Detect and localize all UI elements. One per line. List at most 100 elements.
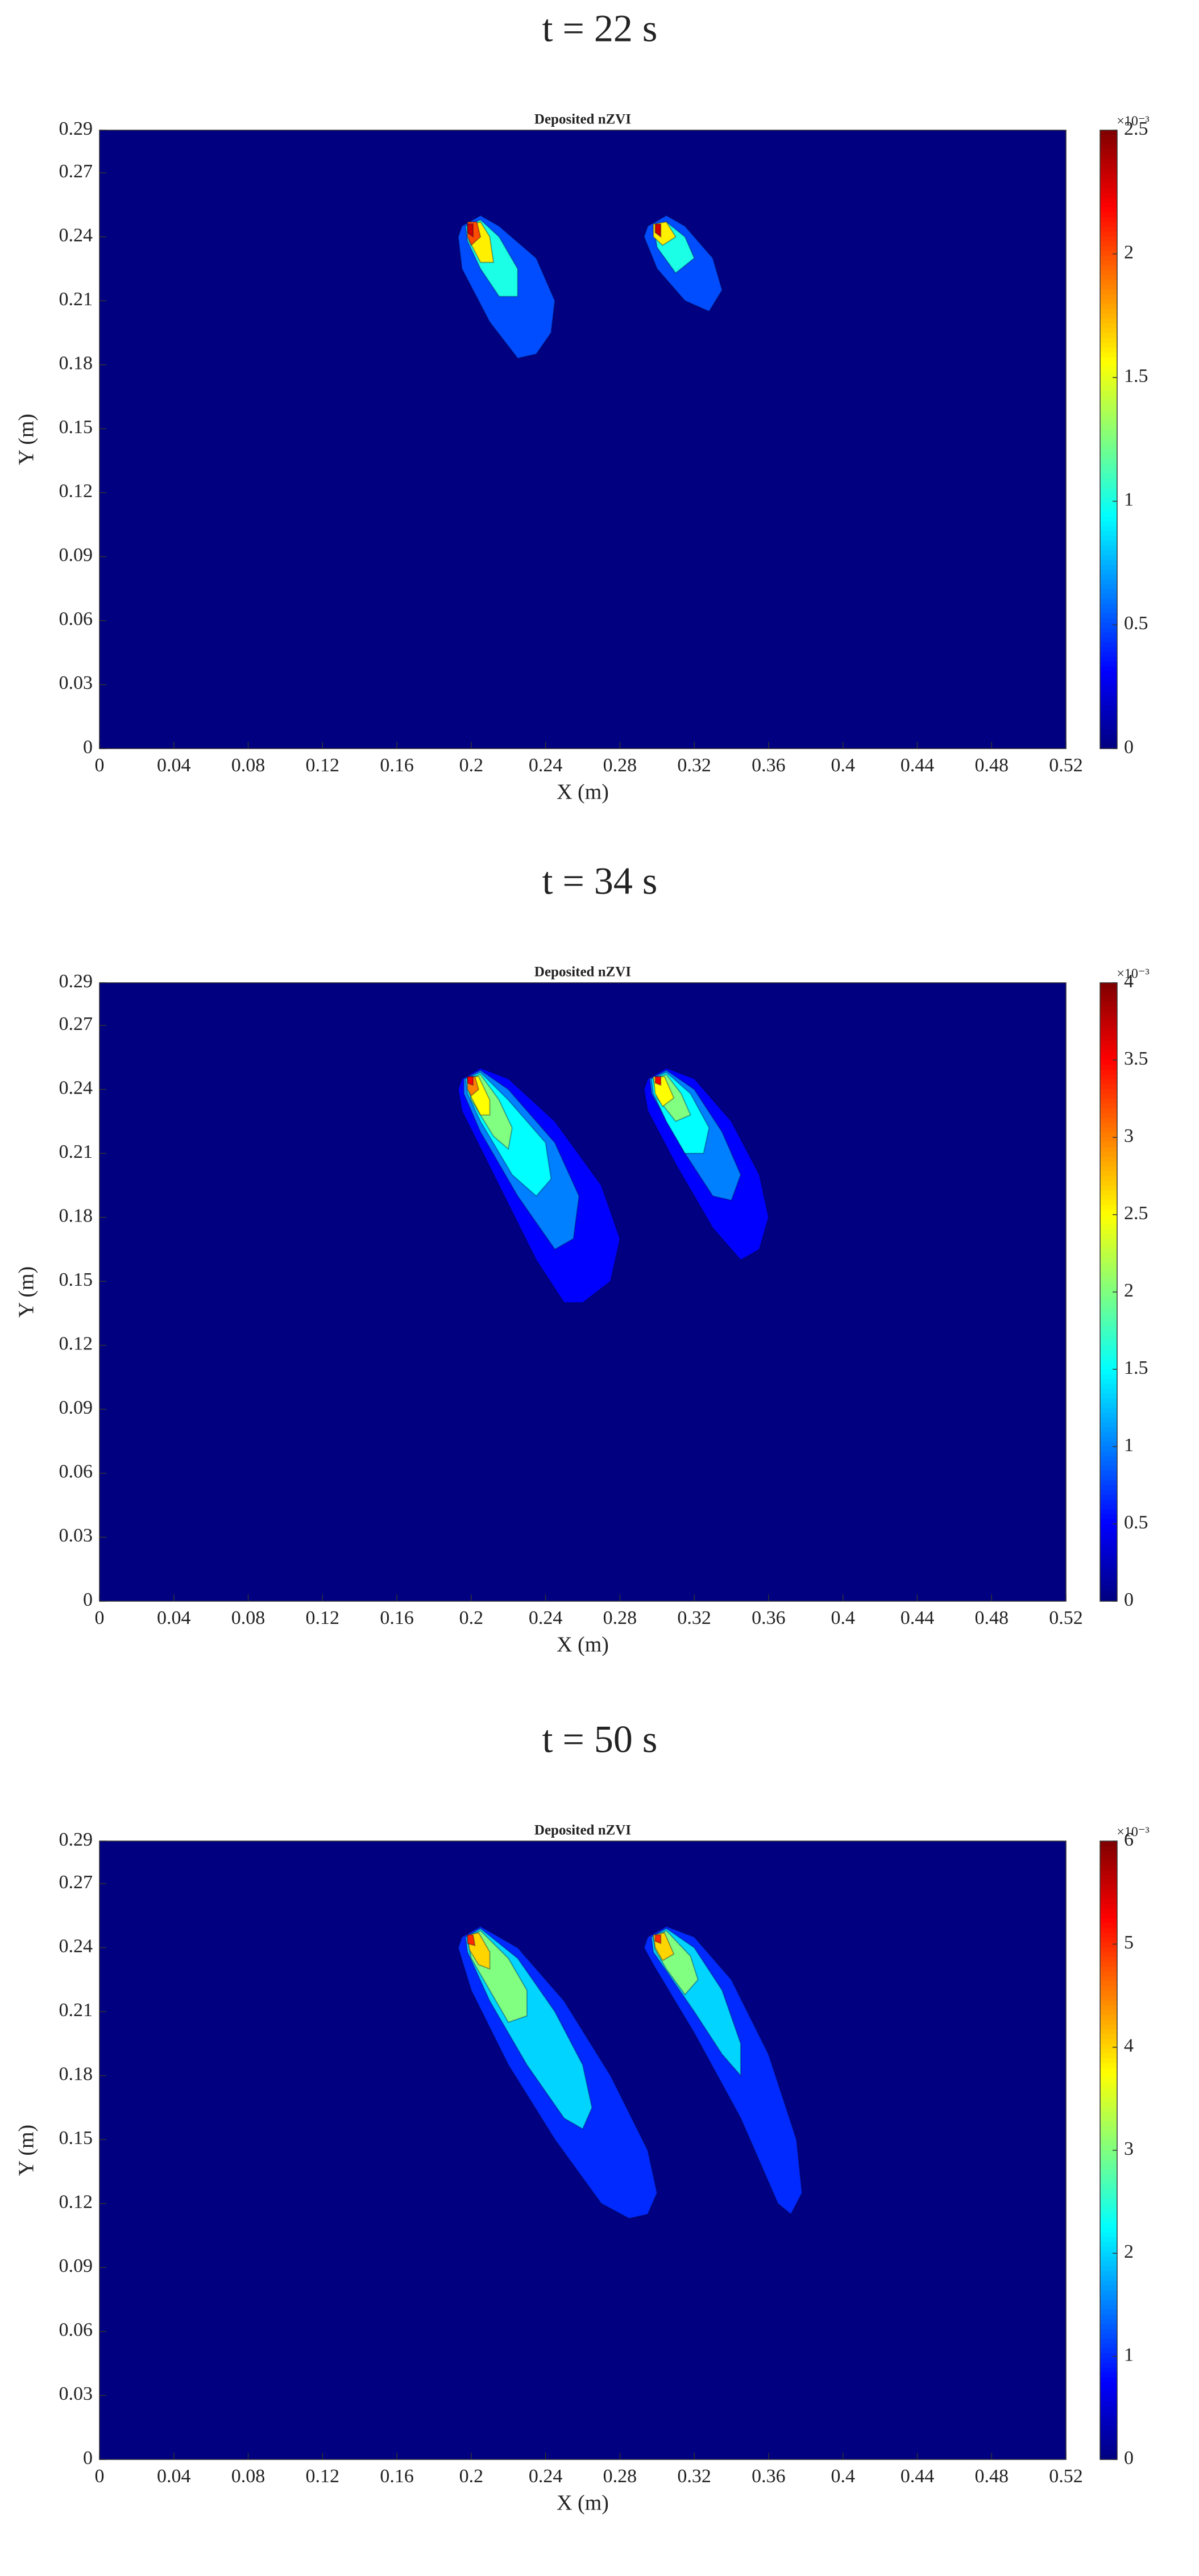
colorbar-segment (1100, 2353, 1117, 2359)
colorbar-segment (1100, 2145, 1117, 2151)
colorbar-segment (1100, 1108, 1117, 1114)
contour-region (654, 1076, 662, 1086)
colorbar-segment (1100, 381, 1117, 387)
colorbar-segment (1100, 391, 1117, 397)
colorbar-segment (1100, 251, 1117, 256)
y-tick-label: 0.15 (59, 417, 93, 438)
colorbar-segment (1100, 2286, 1117, 2291)
colorbar-segment (1100, 1880, 1117, 1885)
colorbar-segment (1100, 2329, 1117, 2334)
colorbar-segment (1100, 714, 1117, 720)
colorbar-segment (1100, 2295, 1117, 2301)
colorbar-segment (1100, 323, 1117, 329)
x-tick-label: 0.28 (603, 2466, 637, 2487)
colorbar-tick-label: 2.5 (1124, 118, 1148, 139)
colorbar-segment (1100, 575, 1117, 580)
colorbar-segment (1100, 1913, 1117, 1919)
colorbar-segment (1100, 1094, 1117, 1099)
colorbar-segment (1100, 594, 1117, 600)
y-tick-label: 0.24 (59, 225, 93, 246)
colorbar-segment (1100, 1851, 1117, 1856)
colorbar-segment (1100, 497, 1117, 503)
colorbar-segment (1100, 2319, 1117, 2325)
colorbar-segment (1100, 463, 1117, 469)
panel-label: t = 34 s (542, 859, 658, 903)
colorbar-segment (1100, 367, 1117, 372)
colorbar-segment (1100, 2363, 1117, 2369)
chart-title: Deposited nZVI (534, 1823, 631, 1838)
colorbar-segment (1100, 1302, 1117, 1307)
colorbar-segment (1100, 401, 1117, 406)
colorbar-segment (1100, 2218, 1117, 2224)
colorbar-tick-label: 2 (1124, 242, 1134, 263)
y-tick-label: 0.06 (59, 2320, 93, 2341)
y-tick-label: 0.21 (59, 289, 93, 310)
colorbar-segment (1100, 1113, 1117, 1119)
colorbar-segment (1100, 1311, 1117, 1317)
colorbar-segment (1100, 1176, 1117, 1182)
colorbar-tick-label: 4 (1124, 2035, 1134, 2056)
colorbar-segment (1100, 1103, 1117, 1109)
colorbar-segment (1100, 188, 1117, 194)
y-tick-label: 0.18 (59, 2063, 93, 2084)
colorbar-segment (1100, 2208, 1117, 2214)
x-tick-label: 0.24 (529, 1607, 563, 1628)
colorbar-segment (1100, 2135, 1117, 2141)
colorbar-segment (1100, 1889, 1117, 1895)
y-axis-label: Y (m) (15, 2125, 39, 2176)
colorbar-segment (1100, 1084, 1117, 1090)
contour-region (654, 223, 662, 238)
colorbar-frame (1100, 130, 1118, 749)
colorbar-segment (1100, 246, 1117, 252)
x-tick-label: 0 (95, 755, 105, 776)
colorbar-tick-label: 2 (1124, 2241, 1134, 2262)
colorbar-segment (1100, 705, 1117, 711)
colorbar-segment (1100, 1582, 1117, 1588)
colorbar-segment (1100, 347, 1117, 353)
colorbar-segment (1100, 1210, 1117, 1215)
colorbar-segment (1100, 2430, 1117, 2436)
panel-label: t = 50 s (542, 1718, 658, 1761)
colorbar-segment (1100, 1171, 1117, 1177)
colorbar-segment (1100, 256, 1117, 261)
colorbar-segment (1100, 695, 1117, 701)
plot-frame (99, 130, 1067, 749)
colorbar-segment (1100, 1947, 1117, 1953)
colorbar-segment (1100, 1596, 1117, 1602)
x-tick-label: 0.36 (752, 1607, 786, 1628)
colorbar-segment (1100, 536, 1117, 542)
y-tick-label: 0.09 (59, 2255, 93, 2276)
colorbar-segment (1100, 2083, 1117, 2088)
y-tick-label: 0 (83, 737, 93, 758)
y-tick-label: 0.27 (59, 1013, 93, 1034)
colorbar-segment (1100, 1505, 1117, 1510)
colorbar-segment (1100, 217, 1117, 223)
colorbar-segment (1100, 720, 1117, 725)
x-tick-label: 0.28 (603, 1607, 637, 1628)
colorbar-segment (1100, 633, 1117, 638)
colorbar-segment (1100, 1393, 1117, 1399)
colorbar-segment (1100, 2396, 1117, 2402)
y-tick-label: 0.15 (59, 2128, 93, 2149)
colorbar-segment (1100, 1282, 1117, 1288)
colorbar-segment (1100, 2068, 1117, 2074)
colorbar-segment (1100, 1287, 1117, 1293)
colorbar-segment (1100, 130, 1117, 136)
colorbar-segment (1100, 1200, 1117, 1206)
colorbar-segment (1100, 517, 1117, 522)
colorbar-segment (1100, 2228, 1117, 2233)
colorbar-segment (1100, 1441, 1117, 1447)
colorbar-segment (1100, 434, 1117, 440)
x-tick-label: 0.4 (831, 755, 855, 776)
colorbar-segment (1100, 1485, 1117, 1491)
colorbar-segment (1100, 1490, 1117, 1495)
colorbar-segment (1100, 1215, 1117, 1220)
colorbar-segment (1100, 546, 1117, 551)
colorbar-segment (1100, 328, 1117, 334)
y-tick-label: 0.18 (59, 1205, 93, 1226)
colorbar-segment (1100, 2097, 1117, 2103)
colorbar-segment (1100, 2184, 1117, 2189)
colorbar-segment (1100, 488, 1117, 493)
colorbar-segment (1100, 1528, 1117, 1534)
colorbar-segment (1100, 1089, 1117, 1095)
